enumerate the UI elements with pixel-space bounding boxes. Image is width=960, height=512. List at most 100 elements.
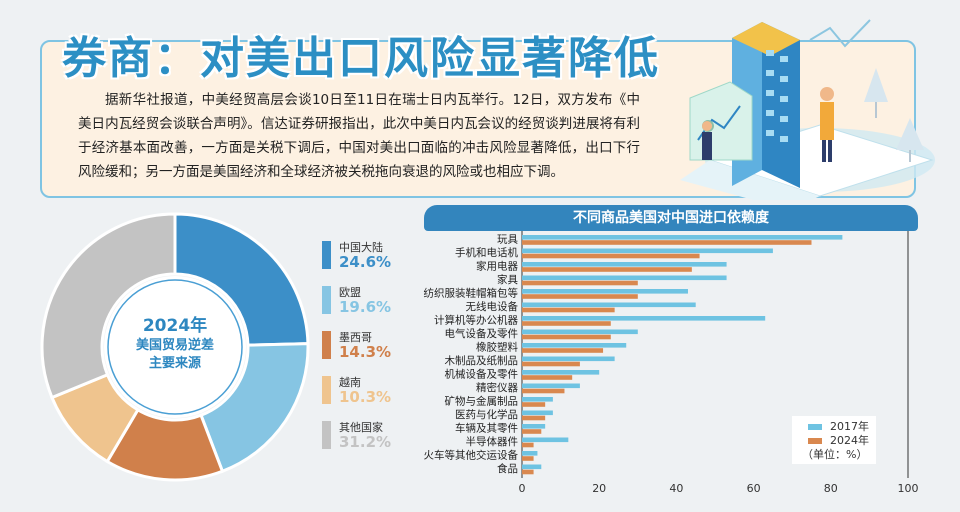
bar-2024 xyxy=(522,375,573,380)
page-title: 券商：对美出口风险显著降低 xyxy=(62,33,660,84)
bar-2017 xyxy=(522,410,553,416)
category-label: 半导体器件 xyxy=(466,435,519,448)
category-label: 矿物与金属制品 xyxy=(445,395,519,408)
bar-2024 xyxy=(522,240,812,245)
x-tick-label: 80 xyxy=(824,482,838,495)
legend-percent: 19.6% xyxy=(339,298,392,316)
category-label: 橡胶塑料 xyxy=(476,341,518,354)
legend-percent: 14.3% xyxy=(339,343,392,361)
legend-2024: 2024年 xyxy=(802,434,876,448)
bar-2017 xyxy=(522,383,580,389)
x-tick-label: 60 xyxy=(747,482,761,495)
intro-paragraph: 据新华社报道，中美经贸高层会谈10日至11日在瑞士日内瓦举行。12日，双方发布《… xyxy=(78,92,640,180)
x-tick-label: 100 xyxy=(898,482,919,495)
legend-label: 欧盟 xyxy=(339,286,361,299)
legend-2017-label: 2017年 xyxy=(830,420,869,433)
import-dependency-bar-chart: 0 20 40 60 80 100 玩具手机和电话机家用电器家具纺织服装鞋帽箱包等无线电设备… xyxy=(424,231,919,495)
x-tick-label: 20 xyxy=(592,482,606,495)
category-label: 纺织服装鞋帽箱包等 xyxy=(424,287,519,300)
bar-2024 xyxy=(522,307,615,313)
category-label: 玩具 xyxy=(497,234,518,246)
category-label: 精密仪器 xyxy=(476,381,518,394)
bar-2017 xyxy=(522,316,766,321)
bar-2017 xyxy=(522,356,615,362)
bar-2017 xyxy=(522,370,600,375)
bar-2017 xyxy=(522,329,638,335)
legend-2017: 2017年 xyxy=(802,420,876,434)
category-label: 手机和电话机 xyxy=(455,246,518,259)
bar-2017 xyxy=(522,451,538,456)
legend-item-3: 越南 10.3% xyxy=(322,373,422,409)
bar-2017 xyxy=(522,397,553,402)
x-tick-label: 40 xyxy=(669,482,683,495)
bar-2017 xyxy=(522,424,546,429)
legend-item-0: 中国大陆 24.6% xyxy=(322,238,422,274)
city-business-illustration xyxy=(680,19,935,200)
donut-slice-1 xyxy=(199,342,310,474)
bar-2017 xyxy=(522,262,727,267)
legend-swatch xyxy=(322,376,331,404)
bar-2024 xyxy=(522,361,580,367)
bar-2024 xyxy=(522,267,692,272)
bar-2024 xyxy=(522,429,542,434)
bar-2024 xyxy=(522,388,565,394)
legend-percent: 24.6% xyxy=(339,253,392,271)
legend-2024-label: 2024年 xyxy=(830,434,869,447)
bar-2017 xyxy=(522,275,727,281)
bar-2024 xyxy=(522,469,534,475)
bar-2024 xyxy=(522,294,638,299)
legend-label: 中国大陆 xyxy=(339,241,383,254)
donut-legend: 中国大陆 24.6% 欧盟 19.6% 墨西哥 14.3% 越南 10.3% 其他国家 31.2% xyxy=(322,238,422,463)
legend-label: 墨西哥 xyxy=(339,331,372,344)
legend-swatch xyxy=(322,286,331,314)
donut-center-year: 2024年 xyxy=(142,316,208,336)
category-label: 家具 xyxy=(497,273,518,286)
bar-2017 xyxy=(522,235,843,240)
category-label: 车辆及其零件 xyxy=(455,422,518,435)
trade-deficit-donut xyxy=(40,212,310,482)
category-label: 机械设备及零件 xyxy=(445,368,519,381)
legend-percent: 10.3% xyxy=(339,388,392,406)
bar-chart-title: 不同商品美国对中国进口依赖度 xyxy=(424,205,918,231)
legend-percent: 31.2% xyxy=(339,433,392,451)
bar-2017 xyxy=(522,248,773,254)
category-label: 计算机等办公机器 xyxy=(434,314,518,327)
category-label: 食品 xyxy=(497,462,518,475)
legend-item-1: 欧盟 19.6% xyxy=(322,283,422,319)
category-label: 木制品及纸制品 xyxy=(445,354,519,367)
category-label: 火车等其他交运设备 xyxy=(424,449,519,462)
legend-label: 越南 xyxy=(339,376,361,389)
legend-swatch xyxy=(322,421,331,449)
bar-legend: 2017年 2024年 （单位：%） xyxy=(792,416,876,464)
bar-2024 xyxy=(522,402,546,407)
category-label: 电气设备及零件 xyxy=(445,327,519,340)
bar-2024 xyxy=(522,348,604,353)
bar-2017 xyxy=(522,464,542,470)
donut-slice-0 xyxy=(173,212,310,347)
legend-2024-key xyxy=(808,438,822,444)
legend-label: 其他国家 xyxy=(339,421,383,434)
bar-2024 xyxy=(522,280,638,286)
legend-2017-key xyxy=(808,424,822,430)
category-label: 无线电设备 xyxy=(466,300,519,313)
legend-item-2: 墨西哥 14.3% xyxy=(322,328,422,364)
bar-2024 xyxy=(522,321,611,326)
bar-2017 xyxy=(522,302,696,308)
bar-2024 xyxy=(522,415,546,421)
bar-2024 xyxy=(522,253,700,259)
donut-slice-4 xyxy=(40,212,177,400)
x-tick-label: 0 xyxy=(519,482,526,495)
unit-note: （单位：%） xyxy=(802,448,868,461)
donut-inner-ring xyxy=(107,279,243,415)
donut-center-line2: 主要来源 xyxy=(148,356,201,371)
category-label: 医药与化学品 xyxy=(455,408,518,421)
category-label: 家用电器 xyxy=(476,260,518,273)
bar-2024 xyxy=(522,334,611,340)
donut-center-line1: 美国贸易逆差 xyxy=(135,338,214,353)
donut-center-label: 2024年 美国贸易逆差 主要来源 xyxy=(105,315,245,373)
bar-2017 xyxy=(522,289,688,294)
bar-2017 xyxy=(522,437,569,443)
donut-hole xyxy=(104,276,246,418)
bar-2024 xyxy=(522,442,534,448)
legend-swatch xyxy=(322,241,331,269)
